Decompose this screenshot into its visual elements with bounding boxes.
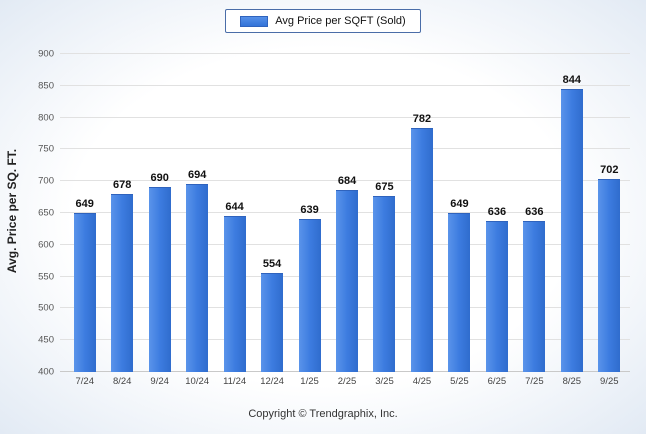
bar-value-label: 702 [600, 163, 619, 176]
y-tick-label: 700 [38, 175, 54, 187]
gridline [60, 148, 630, 150]
legend-swatch-icon [240, 15, 269, 27]
y-axis-tick-labels: 400 450 500 550 600 650 700 750 800 850 900 [24, 49, 60, 378]
bar-value-label: 644 [225, 200, 244, 213]
y-tick-label: 500 [38, 302, 54, 314]
x-tick-label: 8/25 [562, 376, 582, 387]
x-tick-label: 6/25 [487, 376, 507, 387]
gridline [60, 84, 630, 86]
bar-value-label: 675 [375, 181, 394, 194]
bar [148, 186, 171, 372]
bar-slot: 649 [441, 54, 478, 372]
x-tick-label: 3/25 [375, 376, 394, 387]
gridline [60, 53, 630, 54]
bar-slot: 702 [591, 54, 628, 372]
footer-text: Copyright © Trendgraphix, Inc. [248, 408, 398, 420]
y-axis-title-wrap: Avg. Price per SQ. FT. [0, 44, 24, 387]
bar-slot: 694 [178, 54, 215, 372]
bar-slot: 639 [291, 54, 328, 372]
bar [336, 190, 359, 372]
x-tick-label: 7/24 [75, 376, 94, 387]
gridline [60, 116, 630, 118]
bar-slot: 782 [403, 54, 440, 372]
bar-value-label: 639 [300, 204, 319, 216]
bar-value-label: 649 [75, 197, 94, 210]
x-tick-label: 2/25 [337, 376, 357, 387]
bar [223, 215, 246, 372]
bar-slot: 678 [103, 54, 140, 372]
y-axis-title: Avg. Price per SQ. FT. [5, 148, 19, 274]
bars-container: 649 678 690 694 644 554 639 684 675 782 649 636 636 8… [66, 54, 628, 372]
bar [448, 212, 471, 372]
y-tick-label: 600 [38, 239, 54, 251]
x-axis-tick-labels: 7/24 8/24 9/24 10/24 11/24 12/24 1/25 2/25 3/25 4… [66, 376, 628, 387]
y-tick-label: 800 [38, 112, 54, 124]
x-tick-label: 8/24 [112, 376, 132, 387]
bar-slot: 690 [141, 54, 178, 372]
bar-value-label: 678 [113, 179, 132, 192]
bar-value-label: 782 [412, 113, 432, 126]
plot-wrap: 649 678 690 694 644 554 639 684 675 782 649 636 636 8… [60, 44, 630, 387]
y-tick-label: 550 [38, 271, 54, 283]
bar-value-label: 649 [450, 197, 469, 210]
bar-value-label: 690 [150, 171, 169, 184]
bar-slot: 554 [253, 54, 290, 372]
bar-slot: 636 [478, 54, 515, 372]
bar [485, 220, 508, 372]
bar-slot: 649 [66, 54, 103, 372]
bar-value-label: 636 [525, 205, 544, 218]
bar [410, 128, 433, 372]
y-tick-label: 750 [38, 143, 54, 155]
bar-value-label: 684 [337, 175, 357, 188]
bar-value-label: 844 [562, 73, 581, 86]
chart-area: Avg. Price per SQ. FT. 400 450 500 550 600 65… [0, 44, 646, 387]
bar-value-label: 694 [187, 169, 207, 182]
x-tick-label: 7/25 [525, 376, 544, 387]
bar-slot: 636 [516, 54, 553, 372]
bar [73, 212, 96, 372]
bar [598, 178, 621, 372]
plot-area: 649 678 690 694 644 554 639 684 675 782 649 636 636 8… [60, 53, 630, 372]
bar [373, 196, 396, 372]
x-tick-label: 12/24 [260, 376, 284, 387]
x-tick-label: 10/24 [185, 376, 210, 387]
bar [560, 88, 583, 372]
legend-row: Avg Price per SQFT (Sold) [0, 0, 646, 33]
bar-value-label: 636 [487, 205, 507, 218]
y-tick-label: 650 [38, 207, 54, 219]
chart-legend: Avg Price per SQFT (Sold) [225, 9, 421, 33]
x-tick-label: 4/25 [412, 376, 432, 387]
bar [523, 220, 546, 372]
bar-slot: 644 [216, 54, 253, 372]
x-tick-label: 9/24 [150, 376, 169, 387]
x-tick-label: 9/25 [600, 376, 619, 387]
bar [186, 184, 209, 372]
bar [111, 194, 134, 372]
bar [261, 273, 284, 372]
bar-slot: 684 [328, 54, 365, 372]
x-tick-label: 11/24 [223, 376, 247, 387]
y-tick-label: 400 [38, 366, 54, 378]
y-tick-label: 850 [38, 80, 54, 92]
gridline [60, 180, 630, 182]
x-tick-label: 1/25 [300, 376, 319, 387]
bar-slot: 844 [553, 54, 590, 372]
legend-label: Avg Price per SQFT (Sold) [275, 15, 406, 27]
bar-slot: 675 [366, 54, 403, 372]
x-tick-label: 5/25 [450, 376, 469, 387]
bar [298, 219, 321, 372]
bar-value-label: 554 [262, 258, 282, 271]
y-tick-label: 900 [38, 48, 54, 60]
y-tick-label: 450 [38, 334, 54, 346]
